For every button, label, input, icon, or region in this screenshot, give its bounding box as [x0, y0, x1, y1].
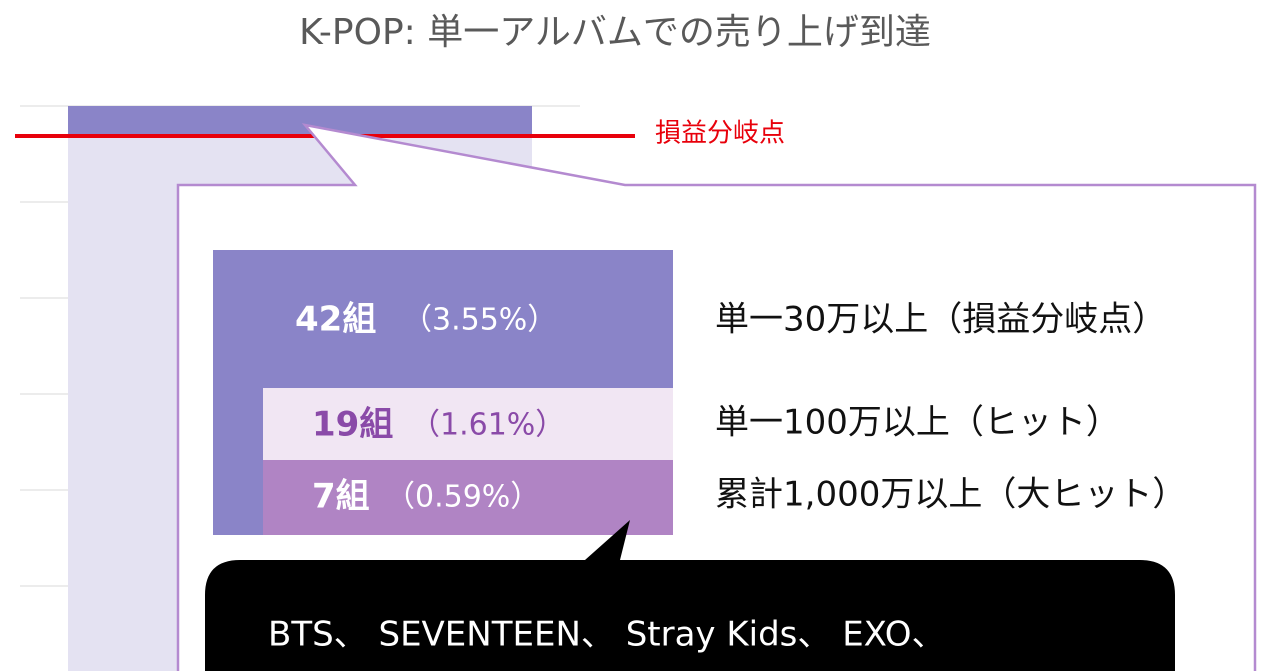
row-block	[263, 460, 673, 535]
line-label: 損益分岐点	[655, 119, 785, 149]
row-count: 42組	[295, 300, 376, 340]
callout-text: BTS、 SEVENTEEN、 Stray Kids、 EXO、	[268, 615, 946, 655]
speech-bubble	[205, 520, 1175, 671]
row-label: 累計1,000万以上（大ヒット）	[715, 475, 1186, 515]
row-count: 19組	[312, 405, 393, 445]
row-share: （1.61%）	[410, 408, 565, 443]
row-block	[263, 388, 673, 460]
row-count: 7組	[312, 477, 370, 517]
row-share: （0.59%）	[385, 480, 540, 515]
row-label: 単一30万以上（損益分岐点）	[715, 300, 1166, 340]
title: K-POP: 単一アルバムでの売り上げ到達	[299, 12, 931, 53]
row-share: （3.55%）	[402, 303, 557, 338]
row-label: 単一100万以上（ヒット）	[715, 403, 1120, 443]
bar-top	[68, 106, 532, 136]
